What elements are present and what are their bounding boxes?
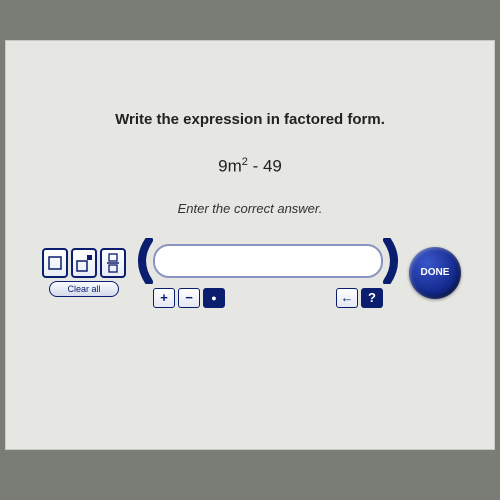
dot-button[interactable]: ● <box>203 288 225 308</box>
fraction-tool[interactable] <box>100 248 126 278</box>
done-button[interactable]: DONE <box>409 247 461 299</box>
clear-all-button[interactable]: Clear all <box>49 281 119 297</box>
question-panel: Write the expression in factored form. 9… <box>5 40 495 450</box>
fraction-icon <box>104 252 122 274</box>
blank-box-icon <box>46 252 64 274</box>
operator-group: + − ● <box>153 288 225 308</box>
exponent-icon <box>75 252 93 274</box>
help-button[interactable]: ? <box>361 288 383 308</box>
right-paren-icon <box>383 238 403 284</box>
back-button[interactable]: ← <box>336 288 358 308</box>
plus-button[interactable]: + <box>153 288 175 308</box>
nav-group: ← ? <box>336 288 383 308</box>
answer-input[interactable] <box>153 244 383 278</box>
expression: 9m2 - 49 <box>16 156 484 177</box>
sub-button-row: + − ● ← ? <box>133 284 403 308</box>
blank-box-tool[interactable] <box>42 248 68 278</box>
exponent-tool[interactable] <box>71 248 97 278</box>
expression-base: 9m <box>218 157 242 176</box>
answer-field <box>133 238 403 284</box>
tool-row <box>42 248 126 278</box>
minus-button[interactable]: − <box>178 288 200 308</box>
question-prompt: Write the expression in factored form. <box>16 111 484 128</box>
answer-wrap: + − ● ← ? <box>133 238 403 308</box>
input-row: Clear all + − ● ← ? <box>16 238 484 308</box>
expression-rest: - 49 <box>248 157 282 176</box>
tool-column: Clear all <box>39 248 129 297</box>
left-paren-icon <box>133 238 153 284</box>
instruction-hint: Enter the correct answer. <box>16 201 484 216</box>
